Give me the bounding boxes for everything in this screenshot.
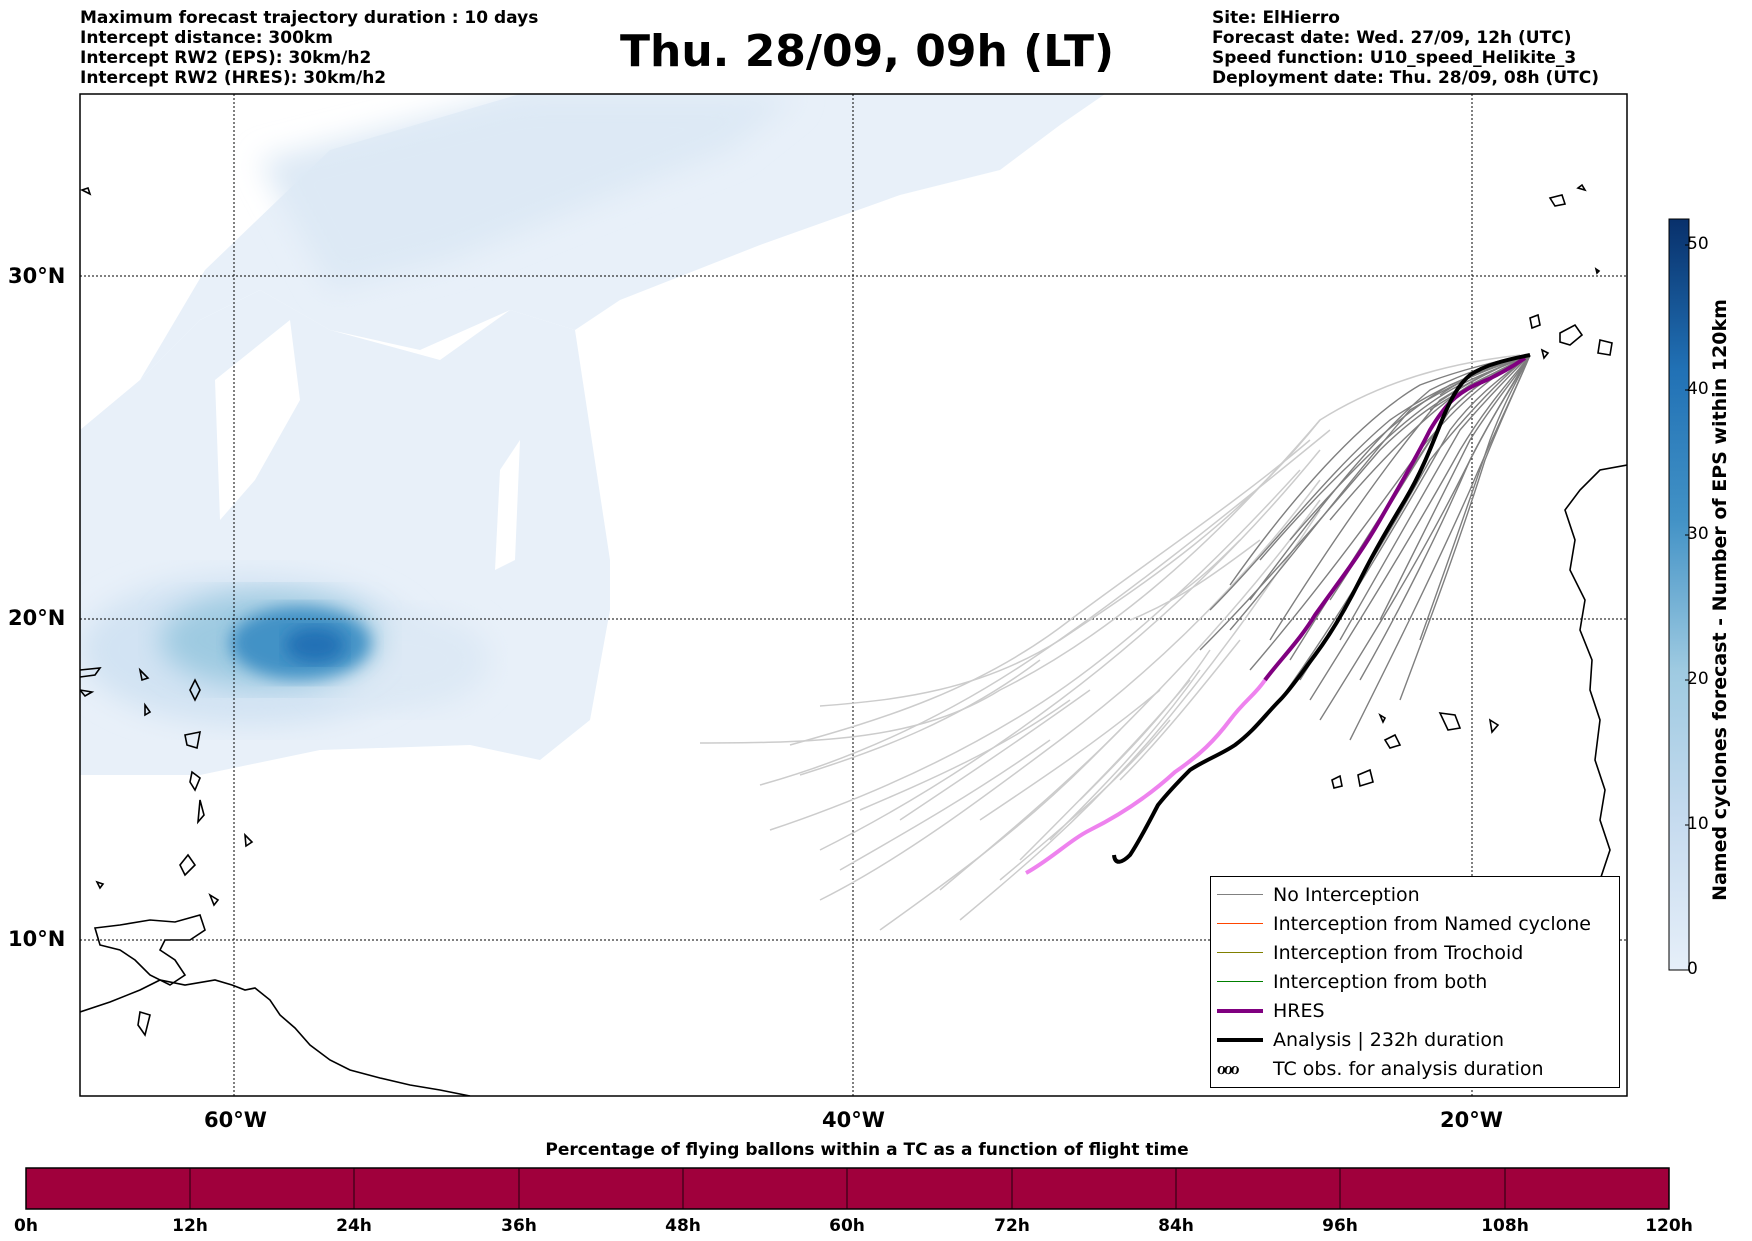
flight-time-bar-title: Percentage of flying ballons within a TC… <box>545 1140 1189 1160</box>
hres-trajectory <box>1263 356 1527 682</box>
tc-symbol-icon: ℴℴℴ <box>1217 1057 1239 1079</box>
eps-trajectories-light <box>699 354 1521 931</box>
legend-item-analysis: Analysis | 232h duration <box>1211 1026 1619 1055</box>
forecast-date-text: Forecast date: Wed. 27/09, 12h (UTC) <box>1212 28 1572 48</box>
colorbar-ticks <box>1685 244 1689 971</box>
colorbar-tick-label: 10 <box>1687 814 1709 834</box>
cyclone-density-field <box>80 94 1105 775</box>
time-tick-label: 72h <box>994 1216 1030 1236</box>
time-tick-label: 24h <box>336 1216 372 1236</box>
legend-label: Interception from Named cyclone <box>1273 913 1591 935</box>
legend-line <box>1217 981 1263 982</box>
legend-label: Interception from both <box>1273 971 1488 993</box>
map-frame <box>79 93 1628 1097</box>
time-tick-label: 12h <box>172 1216 208 1236</box>
time-tick-label: 0h <box>14 1216 38 1236</box>
legend-line <box>1217 923 1263 924</box>
lat-label-20n: 20°N <box>8 606 66 630</box>
time-tick-label: 60h <box>829 1216 865 1236</box>
time-tick-label: 36h <box>501 1216 537 1236</box>
legend-label: No Interception <box>1273 884 1420 906</box>
legend-line <box>1217 1009 1263 1013</box>
legend-item-both: Interception from both <box>1211 968 1619 997</box>
colorbar-tick-label: 40 <box>1687 379 1709 399</box>
legend-label: Interception from Trochoid <box>1273 942 1524 964</box>
legend-item-hres: HRES <box>1211 997 1619 1026</box>
legend-line <box>1217 952 1263 953</box>
time-tick-label: 108h <box>1481 1216 1529 1236</box>
colorbar-title: Named cyclones forecast - Number of EPS … <box>1709 299 1731 901</box>
colorbar-tick-label: 30 <box>1687 524 1709 544</box>
legend-label: Analysis | 232h duration <box>1273 1029 1505 1051</box>
max-duration-text: Maximum forecast trajectory duration : 1… <box>80 8 539 28</box>
legend-line <box>1217 1038 1263 1042</box>
forecast-parameters: Maximum forecast trajectory duration : 1… <box>80 8 538 88</box>
time-tick-label: 96h <box>1322 1216 1358 1236</box>
lat-label-30n: 30°N <box>8 264 66 288</box>
legend-item-trochoid: Interception from Trochoid <box>1211 939 1619 968</box>
colorbar <box>1668 218 1690 971</box>
time-tick-label: 120h <box>1645 1216 1693 1236</box>
page-title: Thu. 28/09, 09h (LT) <box>620 26 1115 77</box>
lon-label-60w: 60°W <box>204 1108 267 1132</box>
legend-label: TC obs. for analysis duration <box>1273 1058 1544 1080</box>
time-tick-label: 48h <box>665 1216 701 1236</box>
colorbar-tick-label: 0 <box>1687 959 1698 979</box>
site-text: Site: ElHierro <box>1212 8 1340 28</box>
legend-item-named-cyclone: Interception from Named cyclone <box>1211 910 1619 939</box>
colorbar-tick-label: 20 <box>1687 669 1709 689</box>
flight-time-bar-ticks <box>189 1168 1506 1209</box>
hres-trajectory-early <box>1025 678 1267 875</box>
deployment-info: Site: ElHierro Forecast date: Wed. 27/09… <box>1212 8 1599 88</box>
intercept-eps-text: Intercept RW2 (EPS): 30km/h2 <box>80 48 372 68</box>
intercept-distance-text: Intercept distance: 300km <box>80 28 333 48</box>
lon-label-40w: 40°W <box>822 1108 885 1132</box>
flight-time-bar <box>25 1167 1670 1210</box>
speed-function-text: Speed function: U10_speed_Helikite_3 <box>1212 48 1577 68</box>
deployment-date-text: Deployment date: Thu. 28/09, 08h (UTC) <box>1212 68 1599 88</box>
legend-label: HRES <box>1273 1000 1325 1022</box>
lat-label-10n: 10°N <box>8 927 66 951</box>
legend-line <box>1217 894 1263 895</box>
intercept-hres-text: Intercept RW2 (HRES): 30km/h2 <box>80 68 387 88</box>
analysis-trajectory <box>1112 353 1531 864</box>
legend-item-tc-obs: ℴℴℴ TC obs. for analysis duration <box>1211 1055 1619 1084</box>
legend-item-no-interception: No Interception <box>1211 881 1619 910</box>
lon-label-20w: 20°W <box>1440 1108 1503 1132</box>
time-tick-label: 84h <box>1158 1216 1194 1236</box>
map-gridlines <box>80 94 1627 1096</box>
colorbar-tick-label: 50 <box>1687 234 1709 254</box>
legend: No Interception Interception from Named … <box>1210 876 1620 1088</box>
